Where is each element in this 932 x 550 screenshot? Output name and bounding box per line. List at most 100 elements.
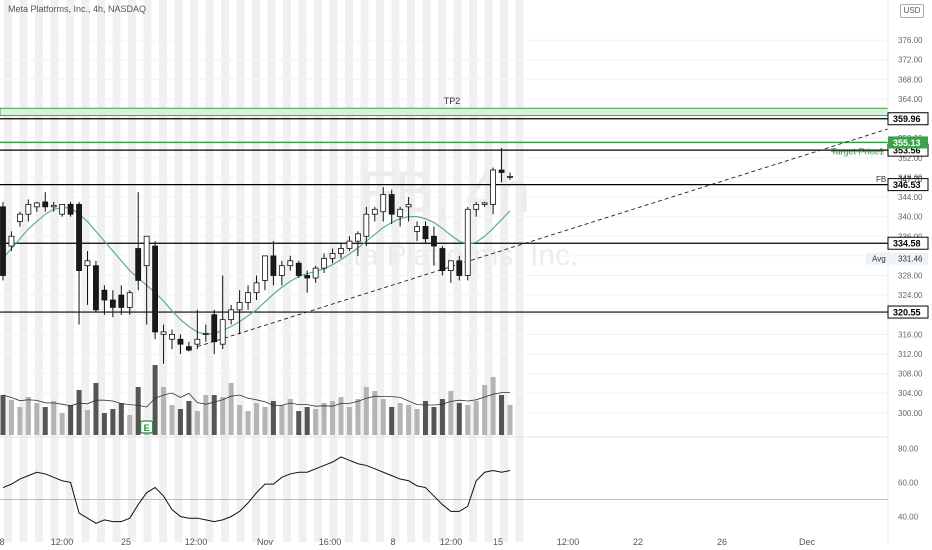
session-band: [159, 0, 167, 542]
candle-body: [84, 260, 91, 267]
candle-body: [270, 255, 277, 276]
volume-bar: [0, 395, 6, 435]
time-tick-label: 12:00: [51, 537, 74, 547]
session-band: [500, 0, 508, 542]
avg-tag-box: [866, 252, 888, 265]
candle-body: [507, 176, 513, 178]
volume-bar: [161, 387, 167, 435]
session-band: [484, 0, 493, 542]
candle-body: [245, 292, 251, 303]
volume-bar: [406, 405, 412, 435]
volume-bar: [380, 399, 386, 435]
volume-bar: [372, 391, 378, 435]
volume-bars: E: [0, 365, 513, 435]
candle-body: [371, 208, 378, 215]
chart-title: Meta Platforms, Inc., 4h, NASDAQ: [8, 4, 147, 14]
candle-body: [287, 260, 294, 267]
currency-button[interactable]: USD: [900, 4, 924, 18]
time-tick-label: 15: [493, 537, 503, 547]
price-tick-label: 364.00: [898, 95, 923, 104]
rsi-tick-label: 80.00: [898, 444, 919, 453]
price-tick-label: 372.00: [898, 56, 923, 65]
price-tick-label: 304.00: [898, 389, 923, 398]
earnings-marker-icon: [140, 420, 154, 434]
session-band: [252, 0, 260, 542]
candle-body: [109, 299, 116, 308]
candle-body: [278, 265, 285, 276]
level-tag-box: [887, 305, 929, 319]
volume-bar: [76, 390, 82, 435]
level-tag-box: [887, 178, 929, 192]
session-band: [329, 0, 338, 542]
time-tick-label: 8: [0, 537, 5, 547]
candle-body: [329, 253, 336, 259]
volume-bar: [25, 397, 31, 435]
volume-bar: [363, 387, 369, 435]
volume-bar: [254, 403, 259, 435]
session-band: [376, 0, 384, 542]
volume-bar: [346, 407, 352, 435]
price-tick-label: 300.00: [898, 409, 923, 418]
volume-bar: [51, 401, 57, 435]
time-tick-label: 16:00: [319, 537, 342, 547]
volume-bar: [330, 401, 336, 435]
price-tick-label: 352.00: [898, 154, 923, 163]
candle-body: [397, 208, 404, 218]
time-tick-label: 12:00: [557, 537, 580, 547]
price-tags: 359.96 353.56 346.53 334.58 320.55 355.13 FB 34…: [866, 112, 929, 319]
candle-body: [346, 240, 353, 249]
session-band: [143, 0, 152, 542]
volume-bar: [93, 383, 99, 435]
session-band: [422, 0, 431, 542]
time-axis: 8 12:00 25 12:00 Nov 16:00 8 12:00 15 12:00 22 26 De…: [0, 537, 815, 547]
trend-line: [197, 128, 889, 348]
price-tick-label: 368.00: [898, 75, 923, 84]
candle-body: [236, 302, 243, 311]
volume-bar: [127, 415, 133, 435]
candle-body: [414, 226, 420, 232]
volume-bar: [110, 409, 116, 435]
moving-average: [2, 207, 511, 335]
volume-bar: [507, 405, 513, 435]
volume-bar: [85, 410, 90, 435]
candle-body: [126, 292, 133, 308]
candle-body: [490, 169, 497, 205]
volume-bar: [304, 407, 310, 435]
candle-body: [447, 260, 454, 271]
avg-tag-value: 331.46: [898, 255, 923, 264]
volume-bar: [237, 405, 243, 435]
session-band: [221, 0, 229, 542]
candle-body: [67, 203, 74, 215]
level-tag-value: 334.58: [893, 239, 921, 249]
target-price1-label: Target Price1: [831, 146, 884, 156]
time-tick-label: Nov: [257, 537, 274, 547]
level-tag-value: 359.96: [893, 114, 921, 124]
volume-bar: [135, 387, 141, 435]
volume-ma-line: [2, 392, 510, 408]
candle-body: [321, 257, 328, 269]
session-band: [97, 0, 105, 542]
volume-bar: [245, 411, 251, 435]
volume-bar: [456, 403, 462, 435]
candle-body: [473, 203, 480, 210]
volume-bar: [313, 409, 319, 435]
candle-body: [8, 235, 15, 247]
candle-body: [194, 338, 201, 345]
session-band: [236, 0, 245, 542]
rsi-tick-label: 60.00: [898, 478, 919, 487]
candle-body: [135, 248, 142, 281]
candle-body: [0, 206, 6, 276]
volume-bar: [177, 409, 183, 435]
time-tick-label: 12:00: [185, 537, 208, 547]
candle-body: [312, 267, 319, 279]
candle-body: [262, 255, 268, 281]
candle-body: [118, 294, 125, 308]
candle-body: [185, 346, 192, 351]
volume-bar: [211, 395, 217, 435]
level-tag-value: 320.55: [893, 308, 921, 318]
session-band: [35, 0, 43, 542]
time-tick-label: 25: [121, 537, 131, 547]
volume-bar: [118, 403, 124, 435]
avg-tag-value-box: [888, 252, 928, 265]
